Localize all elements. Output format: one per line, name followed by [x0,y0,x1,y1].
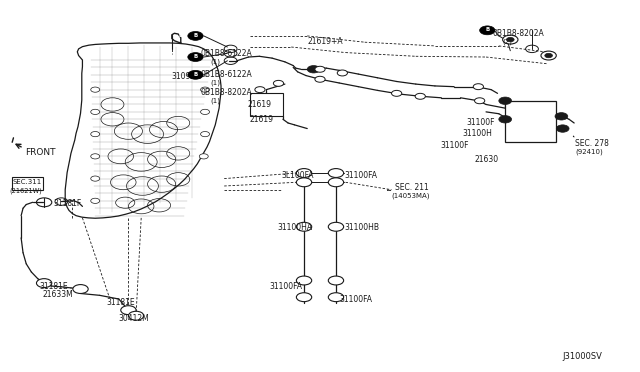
Circle shape [121,306,136,315]
Circle shape [415,93,426,99]
Circle shape [91,198,100,203]
Text: B: B [179,33,183,38]
Text: 21619: 21619 [250,115,274,124]
Circle shape [328,293,344,302]
Circle shape [473,84,483,90]
Text: 31100H: 31100H [463,128,492,138]
Circle shape [91,109,100,115]
Text: (14053MA): (14053MA) [392,192,430,199]
Circle shape [392,90,402,96]
Circle shape [328,222,344,231]
Circle shape [499,97,511,105]
Text: 31100FA: 31100FA [344,171,377,180]
Text: FRONT: FRONT [25,148,56,157]
Circle shape [91,154,100,159]
Text: (1): (1) [210,97,220,104]
Circle shape [328,276,344,285]
Text: B: B [193,33,198,38]
Text: 31181F: 31181F [53,199,81,208]
Text: 0B1B8-6122A: 0B1B8-6122A [200,49,252,58]
Circle shape [200,132,209,137]
Text: 21619+A: 21619+A [307,37,343,46]
Circle shape [337,70,348,76]
Circle shape [307,65,320,73]
Text: 31100FA: 31100FA [269,282,302,291]
Text: B: B [193,54,198,59]
Text: SEC.311: SEC.311 [12,179,42,185]
Text: 21633M: 21633M [42,290,73,299]
Circle shape [315,76,325,82]
Circle shape [273,80,284,86]
Text: B: B [193,72,198,77]
Text: 21630: 21630 [474,155,499,164]
Circle shape [91,132,100,137]
Text: (1): (1) [210,59,220,65]
Circle shape [479,26,495,35]
Bar [250,93,283,116]
Text: (1): (1) [210,80,220,86]
Text: (21621W): (21621W) [10,187,42,194]
Text: B: B [485,28,490,32]
Circle shape [541,51,556,60]
Text: 3L100FA: 3L100FA [282,171,314,180]
Bar [12,177,43,190]
Text: (2): (2) [502,38,512,45]
Circle shape [36,279,52,288]
Circle shape [296,293,312,302]
Text: 21619: 21619 [248,100,272,109]
Circle shape [296,169,312,177]
Circle shape [91,87,100,92]
Circle shape [91,176,100,181]
Text: 31181E: 31181E [39,282,68,291]
Text: 30412M: 30412M [119,314,150,323]
Text: 31181E: 31181E [106,298,134,307]
Circle shape [545,53,552,58]
Circle shape [556,125,569,132]
Text: 31100HA: 31100HA [277,223,312,232]
Text: 0B1B8-8202A: 0B1B8-8202A [492,29,544,38]
Circle shape [315,66,325,72]
Circle shape [188,32,203,40]
Circle shape [188,70,203,79]
Circle shape [499,116,511,123]
Text: 0B1B8-8202A: 0B1B8-8202A [200,88,252,97]
Circle shape [474,98,484,104]
Circle shape [200,109,209,115]
Text: J31000SV: J31000SV [563,352,602,361]
Circle shape [555,113,568,120]
Text: 31100F: 31100F [440,141,468,151]
Circle shape [296,178,312,187]
Circle shape [328,169,344,177]
Circle shape [188,52,203,61]
Text: SEC. 278: SEC. 278 [575,139,609,148]
Circle shape [502,35,518,44]
Circle shape [199,154,208,159]
Circle shape [328,178,344,187]
Text: (92410): (92410) [575,149,603,155]
Text: 31100HB: 31100HB [344,223,380,232]
Bar [505,101,556,141]
Circle shape [255,87,265,93]
Text: SEC. 211: SEC. 211 [396,183,429,192]
Text: 31100F: 31100F [467,118,495,127]
Circle shape [129,311,144,320]
Circle shape [73,285,88,294]
Text: 0B1B8-6122A: 0B1B8-6122A [200,70,252,79]
Circle shape [296,276,312,285]
Circle shape [506,37,514,42]
Text: 31100FA: 31100FA [339,295,372,304]
Circle shape [296,222,312,231]
Text: 3109BZ: 3109BZ [172,72,202,81]
Circle shape [200,87,209,92]
